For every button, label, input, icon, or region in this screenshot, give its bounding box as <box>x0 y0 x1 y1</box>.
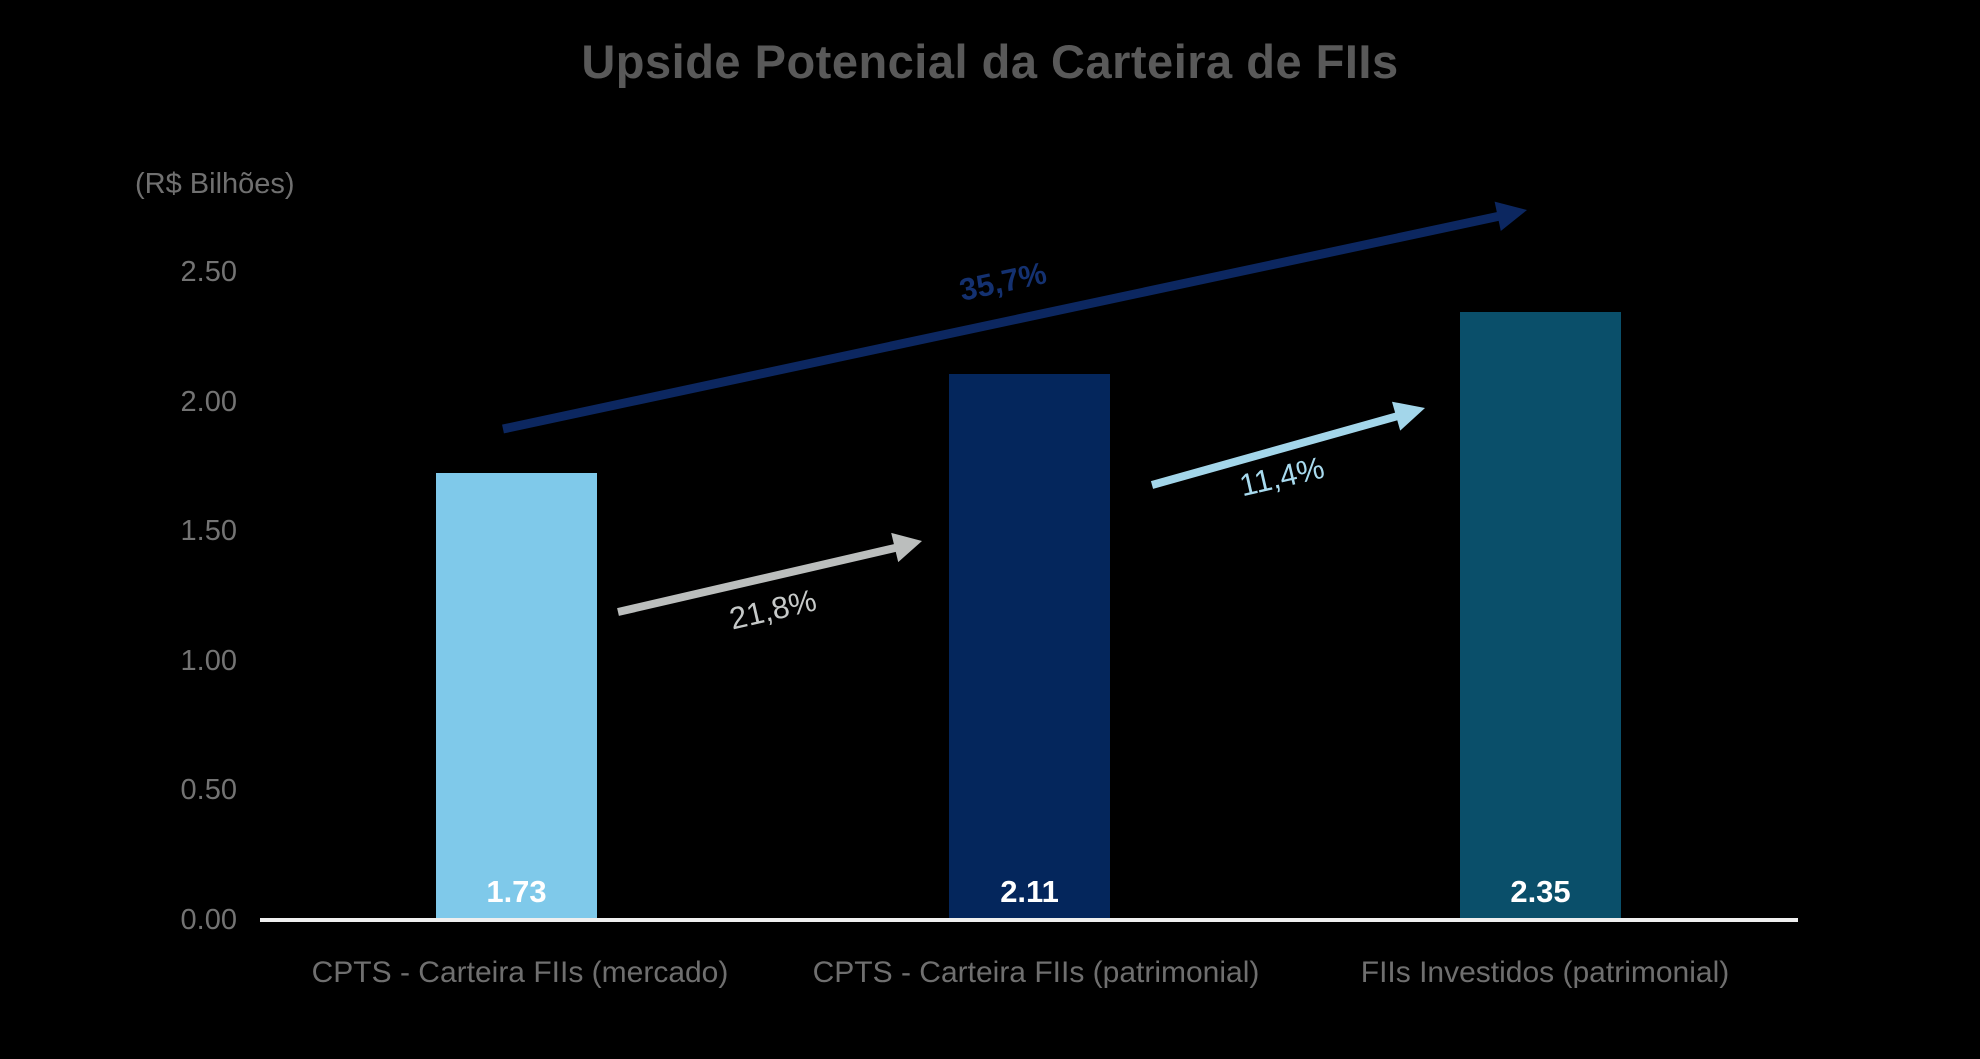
x-axis-baseline <box>260 918 1798 922</box>
bar-value-label-2: 2.11 <box>1000 874 1059 909</box>
bar-value-label-1: 1.73 <box>486 874 547 909</box>
y-tick-2-50: 2.50 <box>180 256 237 288</box>
growth-pct-label-bar1-to-bar2: 21,8% <box>726 582 820 637</box>
bar-cpts-carteira-fiis-mercado <box>436 473 597 920</box>
growth-pct-label-bar1-to-bar3: 35,7% <box>956 255 1050 308</box>
y-tick-1-50: 1.50 <box>180 515 237 547</box>
chart-title: Upside Potencial da Carteira de FIIs <box>581 35 1399 88</box>
y-tick-1-00: 1.00 <box>180 645 237 677</box>
category-label-3: FIIs Investidos (patrimonial) <box>1360 956 1730 989</box>
y-tick-2-00: 2.00 <box>180 386 237 418</box>
bar-fiis-investidos-patrimonial <box>1460 312 1621 920</box>
growth-pct-label-bar2-to-bar3: 11,4% <box>1236 449 1328 504</box>
category-label-2: CPTS - Carteira FIIs (patrimonial) <box>812 956 1260 989</box>
y-axis-unit-label: (R$ Bilhões) <box>135 168 295 200</box>
growth-arrowhead-bar2-to-bar3 <box>1392 401 1425 431</box>
growth-arrowhead-bar1-to-bar3 <box>1494 201 1527 231</box>
category-label-1: CPTS - Carteira FIIs (mercado) <box>311 956 729 989</box>
growth-arrowhead-bar1-to-bar2 <box>891 532 922 563</box>
bar-value-label-3: 2.35 <box>1510 874 1571 909</box>
y-tick-0-00: 0.00 <box>180 904 237 936</box>
y-tick-0-50: 0.50 <box>180 774 237 806</box>
bar-cpts-carteira-fiis-patrimonial <box>949 374 1110 920</box>
